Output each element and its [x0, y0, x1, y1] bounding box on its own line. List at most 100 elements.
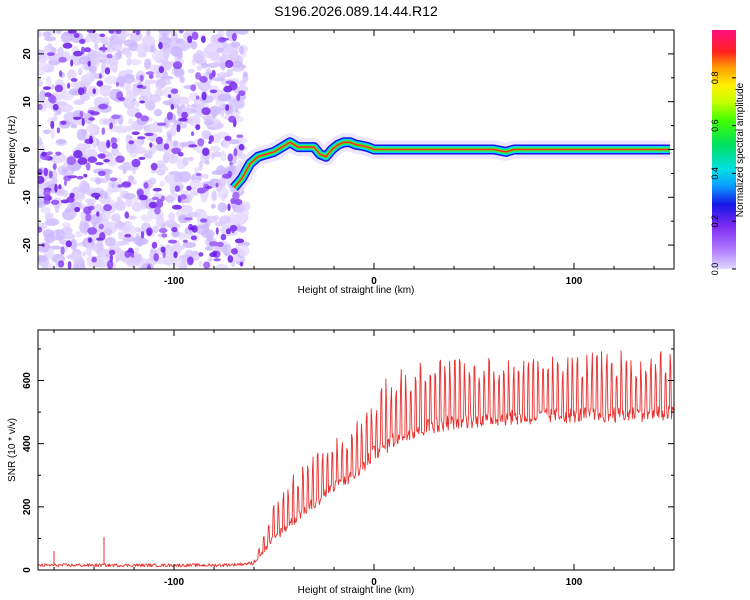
noise-blob-dark	[44, 92, 52, 98]
noise-blob-light	[128, 118, 134, 125]
noise-blob-dark	[99, 33, 106, 38]
noise-blob-light	[163, 252, 176, 263]
noise-blob-dark	[50, 199, 60, 205]
noise-blob-dark	[225, 60, 234, 68]
noise-blob-light	[70, 251, 82, 258]
noise-region	[38, 30, 251, 269]
noise-blob-light	[189, 179, 202, 191]
noise-blob-dark	[41, 151, 47, 157]
noise-blob-light	[129, 59, 142, 66]
noise-blob-dark	[109, 122, 113, 130]
noise-blob-light	[198, 260, 203, 267]
noise-blob-dark	[234, 198, 243, 206]
noise-blob-light	[131, 180, 137, 185]
noise-blob-light	[201, 62, 208, 69]
noise-blob-light	[42, 129, 51, 135]
noise-blob-light	[99, 190, 104, 198]
noise-blob-dark	[67, 175, 78, 179]
noise-blob-dark	[52, 163, 57, 171]
noise-blob-light	[176, 96, 190, 105]
noise-blob-dark	[225, 228, 231, 235]
noise-blob-light	[38, 139, 43, 145]
noise-blob-dark	[79, 38, 86, 45]
noise-blob-dark	[109, 249, 116, 256]
colorbar-tick-label: 0.8	[710, 72, 720, 85]
noise-blob-light	[177, 214, 189, 224]
bottom-axis-ticks: -100 0 100 0 200 400 600	[22, 330, 674, 588]
noise-blob-light	[104, 237, 116, 247]
noise-blob-light	[210, 203, 216, 209]
noise-blob-dark	[156, 122, 167, 126]
noise-blob-dark	[231, 32, 237, 42]
noise-blob-dark	[145, 71, 155, 75]
noise-blob-light	[162, 48, 171, 59]
noise-blob-light	[155, 71, 160, 79]
noise-blob-light	[144, 100, 156, 111]
noise-blob-light	[125, 50, 133, 59]
noise-blob-light	[153, 108, 163, 117]
noise-blob-dark	[99, 232, 106, 241]
noise-blob-dark	[195, 72, 202, 80]
noise-blob-light	[99, 53, 109, 58]
noise-blob-dark	[160, 246, 166, 253]
colorbar-tick-label: 0.0	[710, 263, 720, 276]
noise-blob-light	[140, 198, 147, 210]
y-tick-label: 400	[22, 435, 33, 452]
noise-blob-dark	[38, 175, 41, 182]
noise-blob-light	[76, 128, 86, 141]
noise-blob-dark	[158, 228, 168, 234]
noise-blob-dark	[170, 88, 179, 94]
noise-blob-dark	[55, 151, 62, 156]
noise-blob-dark	[73, 150, 83, 159]
noise-blob-dark	[213, 258, 221, 262]
noise-blob-dark	[54, 183, 58, 193]
noise-blob-dark	[147, 229, 152, 237]
noise-blob-dark	[139, 100, 146, 104]
noise-blob-light	[115, 249, 127, 261]
y-tick-label: -10	[22, 190, 33, 205]
noise-blob-dark	[202, 147, 210, 156]
noise-blob-dark	[79, 110, 84, 120]
noise-blob-dark	[229, 81, 238, 91]
noise-blob-dark	[166, 111, 173, 121]
noise-blob-dark	[158, 66, 165, 74]
noise-blob-light	[86, 123, 99, 134]
noise-blob-light	[180, 190, 189, 195]
noise-blob-light	[217, 93, 232, 102]
noise-blob-dark	[209, 89, 218, 94]
noise-blob-light	[211, 190, 217, 201]
noise-blob-dark	[191, 31, 199, 41]
noise-blob-light	[81, 143, 92, 150]
noise-blob-dark	[135, 30, 141, 36]
noise-blob-light	[55, 30, 62, 35]
noise-blob-light	[118, 231, 124, 240]
noise-blob-light	[158, 30, 171, 34]
noise-blob-light	[221, 195, 226, 202]
noise-blob-dark	[186, 185, 192, 191]
noise-blob-light	[62, 233, 76, 240]
noise-blob-light	[133, 198, 139, 204]
noise-blob-light	[212, 77, 225, 82]
noise-blob-dark	[195, 172, 202, 177]
noise-blob-light	[158, 166, 169, 172]
noise-blob-dark	[43, 189, 51, 197]
noise-blob-dark	[115, 155, 125, 163]
noise-blob-dark	[66, 156, 77, 166]
noise-blob-light	[147, 150, 153, 159]
noise-blob-light	[211, 170, 224, 175]
noise-blob-light	[91, 242, 104, 253]
noise-blob-dark	[198, 252, 204, 257]
noise-blob-dark	[111, 114, 121, 120]
noise-blob-dark	[181, 111, 188, 119]
noise-blob-light	[66, 69, 77, 81]
noise-blob-dark	[73, 116, 81, 120]
noise-blob-light	[90, 72, 96, 82]
noise-blob-dark	[64, 180, 67, 187]
noise-blob-dark	[171, 226, 178, 233]
noise-blob-dark	[48, 170, 53, 179]
noise-blob-light	[135, 101, 140, 108]
noise-blob-dark	[138, 156, 146, 160]
bottom-y-axis-label: SNR (10 * v/v)	[7, 418, 18, 482]
noise-blob-light	[141, 35, 155, 47]
noise-blob-dark	[172, 61, 183, 70]
